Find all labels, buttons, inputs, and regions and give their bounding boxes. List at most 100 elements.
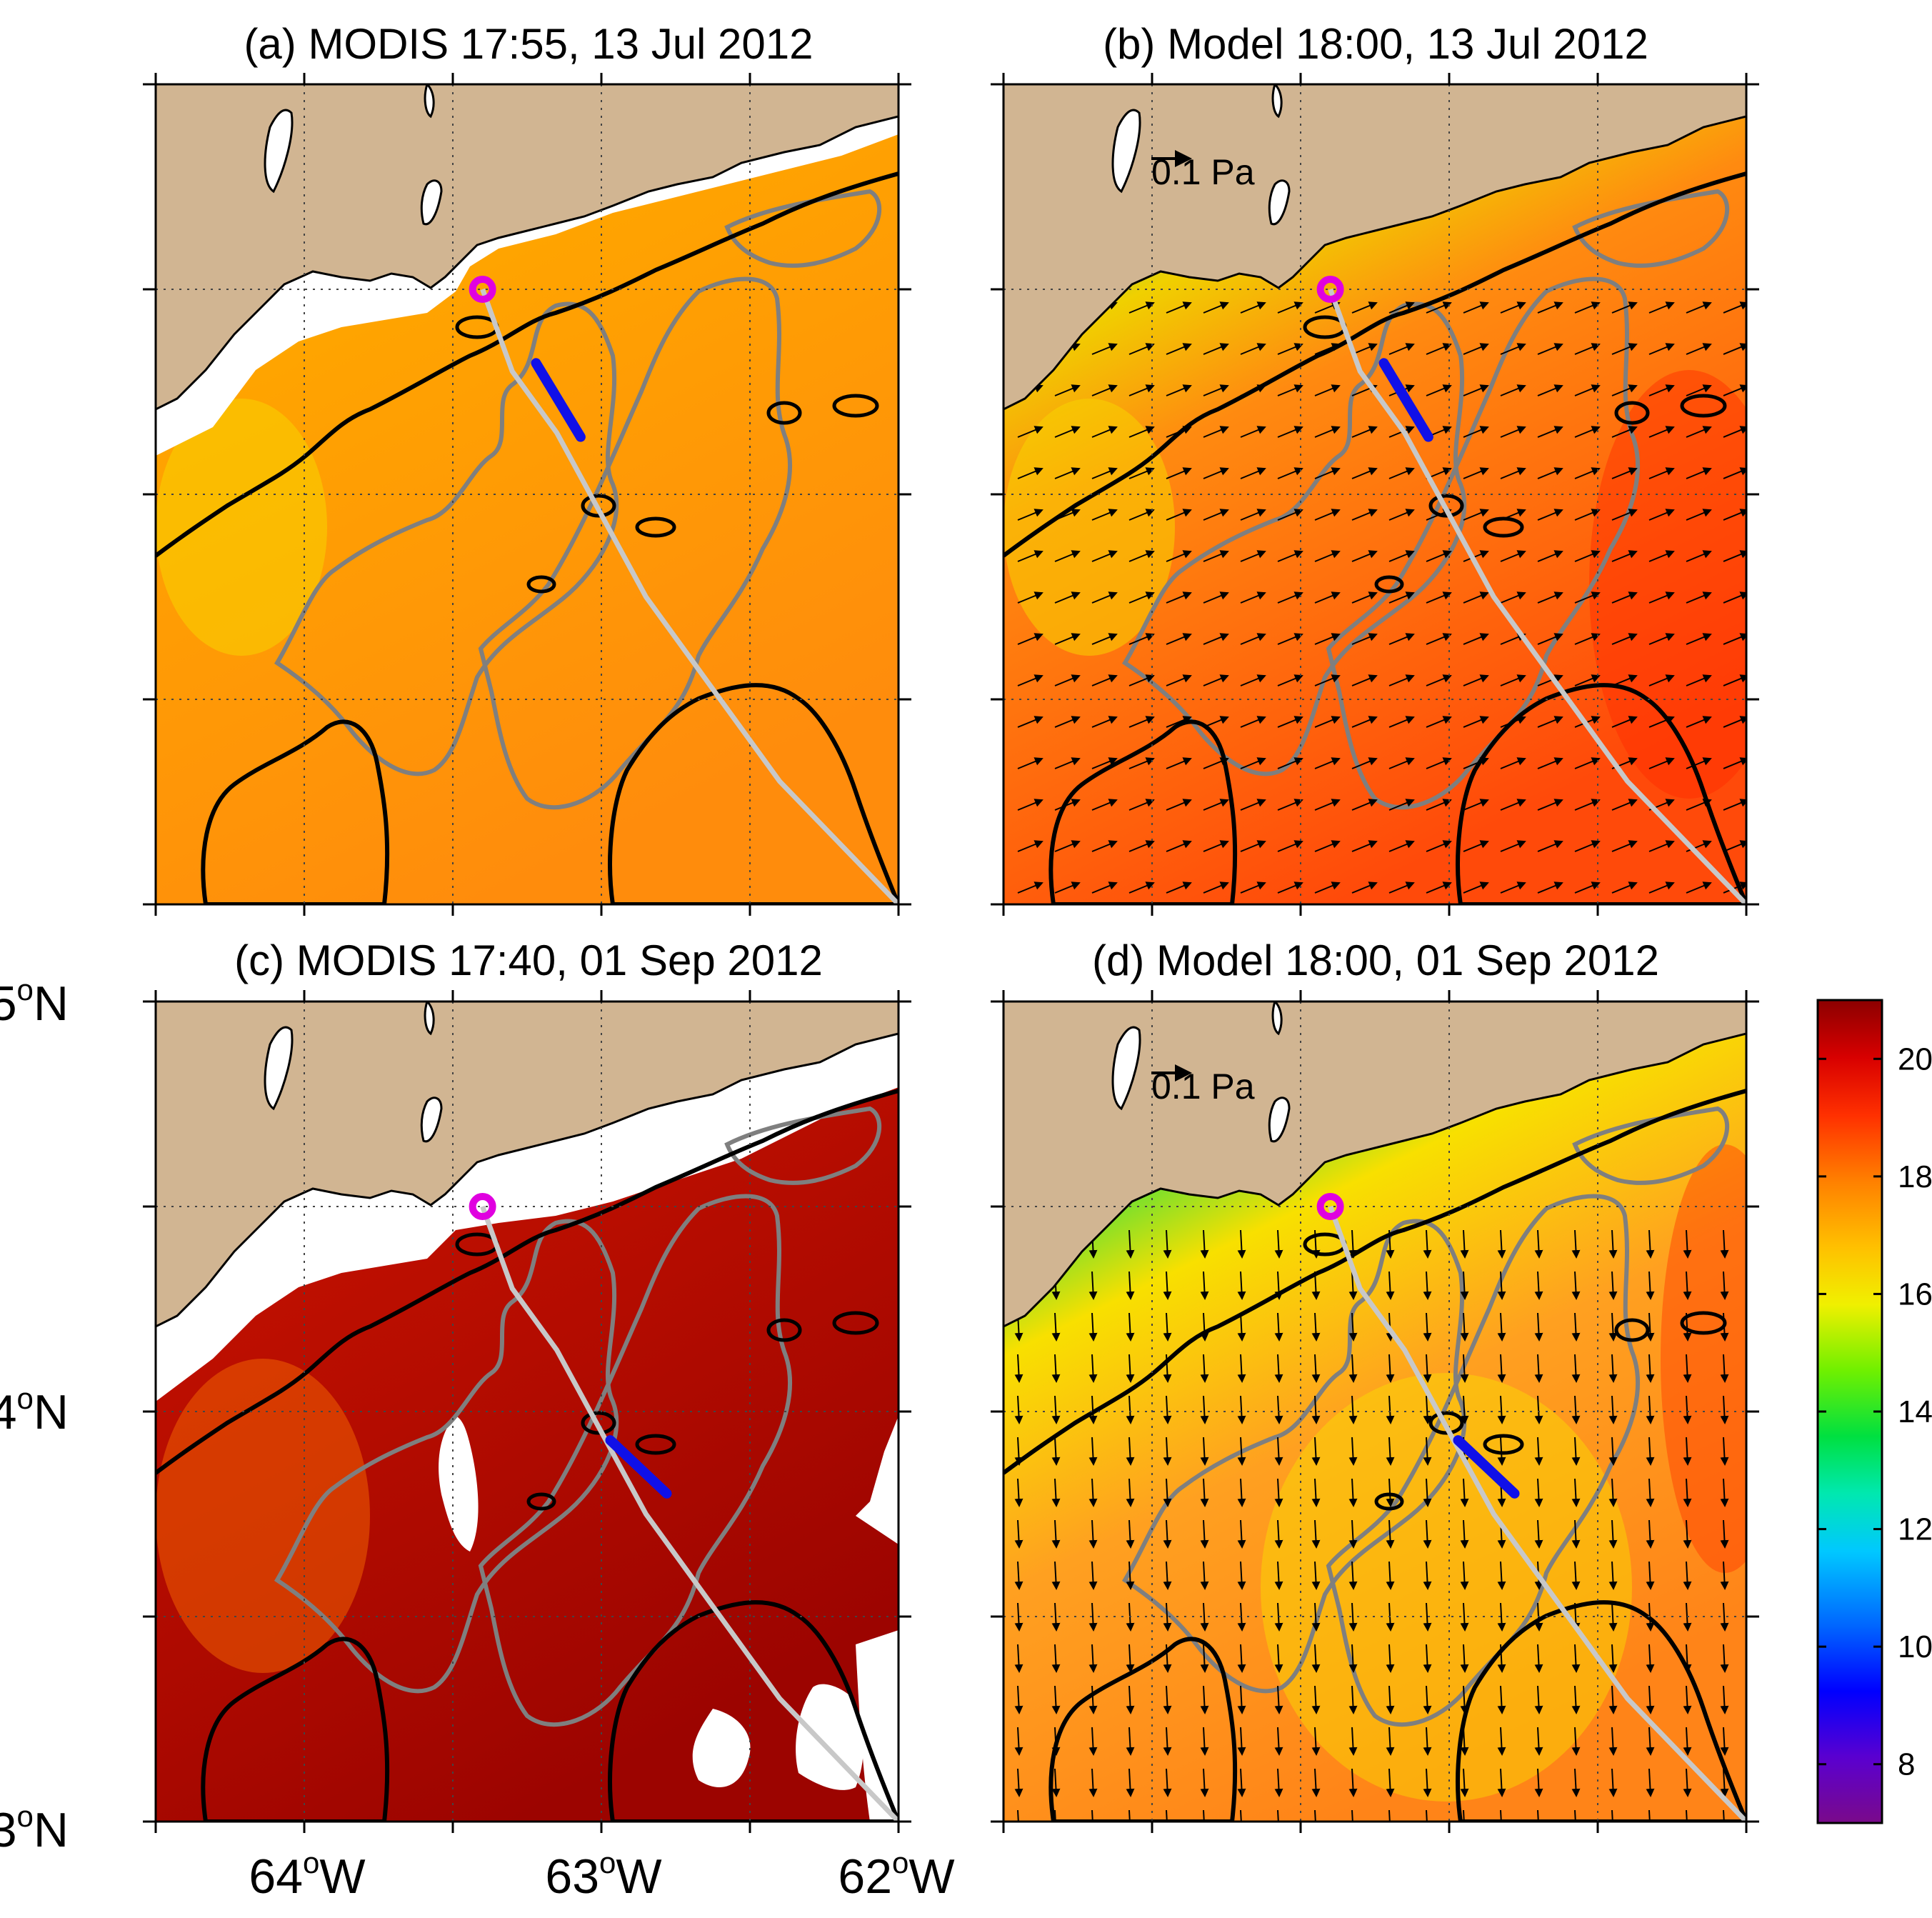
wind-vector <box>1014 1478 1023 1507</box>
y-tick-44: 44oN <box>0 1382 69 1439</box>
wind-vector <box>1126 1478 1135 1507</box>
svg-text:63oW: 63oW <box>545 1846 661 1904</box>
wind-vector <box>1166 467 1192 479</box>
wind-vector <box>1611 674 1638 686</box>
colorbar-label-20: 20 <box>1898 1042 1932 1077</box>
wind-vector <box>1128 799 1155 811</box>
isobath-deep-c-0 <box>274 1219 619 1694</box>
wind-vector <box>1203 426 1229 438</box>
wind-vector <box>1423 1229 1432 1259</box>
shoal-contour-d-5 <box>1374 1492 1404 1511</box>
wind-vector <box>1014 1727 1023 1756</box>
wind-vector <box>1646 1561 1655 1590</box>
wind-vector <box>1500 550 1526 562</box>
wind-vector <box>1463 633 1489 645</box>
wind-vector <box>1274 1437 1283 1466</box>
wind-vector <box>1017 591 1043 604</box>
lake-d-1 <box>1268 1097 1291 1143</box>
wind-vector <box>1460 1561 1469 1590</box>
wind-vector <box>1314 426 1341 438</box>
wind-vector <box>1128 509 1155 521</box>
wind-vector <box>1460 1644 1469 1673</box>
axis-ticks-b <box>991 73 1759 916</box>
wind-vector <box>1388 716 1415 728</box>
wind-vector <box>1128 1809 1131 1822</box>
shoal-contour-b-3 <box>1614 401 1650 425</box>
wind-vector <box>1497 1685 1506 1714</box>
wind-vector <box>1203 633 1229 645</box>
wind-vector <box>1126 1727 1135 1756</box>
x-tick-64-hemi: W <box>319 1849 365 1904</box>
wind-vector <box>1423 1561 1432 1590</box>
wind-vector <box>1537 384 1563 396</box>
wind-vector <box>1611 799 1638 811</box>
wind-vector <box>1166 343 1192 355</box>
wind-vector <box>1723 840 1746 852</box>
wind-vector <box>1683 1437 1692 1466</box>
wind-vector <box>1014 1354 1023 1383</box>
wind-vector <box>1200 1519 1209 1549</box>
wind-vector <box>1166 674 1192 686</box>
wind-vector <box>1351 757 1378 769</box>
wind-vector <box>1054 633 1081 645</box>
wind-vector <box>1017 799 1043 811</box>
shoal-contour-c-3 <box>766 1318 802 1342</box>
wind-vector <box>1500 384 1526 396</box>
wind-vector <box>1277 301 1303 314</box>
wind-vector <box>1423 1437 1432 1466</box>
wind-vector <box>1351 799 1378 811</box>
wind-vector <box>1720 1395 1729 1424</box>
wind-scale-key-b: 0.1 Pa <box>1151 150 1255 192</box>
deg-symbol: o <box>17 1382 34 1415</box>
wind-vector <box>1237 1271 1246 1300</box>
wind-vector <box>1237 1229 1246 1259</box>
wind-vector <box>1051 1602 1061 1632</box>
wind-vector <box>1351 881 1378 894</box>
wind-vector <box>1203 384 1229 396</box>
shoal-contour-a-2 <box>635 516 676 538</box>
wind-vector <box>1240 384 1266 396</box>
wind-vector <box>1686 633 1712 645</box>
wind-vector <box>1274 1312 1283 1342</box>
x-tick-63: 63oW <box>545 1846 661 1904</box>
wind-vector <box>1386 1519 1395 1549</box>
wind-vector <box>1277 674 1303 686</box>
shoal-contour-d-3 <box>1614 1318 1650 1342</box>
wind-vector <box>1683 1354 1692 1383</box>
wind-vector <box>1426 343 1452 355</box>
y-tick-43-hemi: N <box>34 1803 69 1857</box>
lake-b-1 <box>1268 179 1291 226</box>
wind-vector <box>1348 1602 1358 1632</box>
wind-vector <box>1646 1768 1655 1797</box>
lake-b-2 <box>1271 84 1283 119</box>
wind-vector <box>1386 1727 1395 1756</box>
gridlines-d <box>1003 1002 1746 1822</box>
wind-vector <box>1314 509 1341 521</box>
wind-vector <box>1128 301 1155 314</box>
wind-vector <box>1054 384 1081 396</box>
wind-vector <box>1537 716 1563 728</box>
wind-vector <box>1314 716 1341 728</box>
wind-vector <box>1646 1395 1655 1424</box>
wind-vector <box>1088 1727 1098 1756</box>
wind-vector <box>1723 881 1746 894</box>
wind-vector <box>1203 1809 1205 1822</box>
wind-vector <box>1128 757 1155 769</box>
deg-symbol: o <box>17 973 34 1007</box>
wind-vector <box>1460 1685 1469 1714</box>
wind-vector <box>1646 1354 1655 1383</box>
wind-vector <box>1277 716 1303 728</box>
wind-vector <box>1388 840 1415 852</box>
wind-vector <box>1534 1229 1543 1259</box>
lake-c-2 <box>424 1002 435 1036</box>
panel-b-title: (b) Model 18:00, 13 Jul 2012 <box>1103 20 1648 68</box>
wind-vector <box>1500 343 1526 355</box>
ship-track-c <box>480 1205 899 1822</box>
wind-vector <box>1683 1312 1692 1342</box>
wind-vector <box>1683 1478 1692 1507</box>
cloud-mask-c-5 <box>856 1630 899 1822</box>
wind-vector <box>1574 426 1601 438</box>
wind-vector <box>1426 301 1452 314</box>
wind-vector <box>1163 1644 1172 1673</box>
wind-vector <box>1166 426 1192 438</box>
